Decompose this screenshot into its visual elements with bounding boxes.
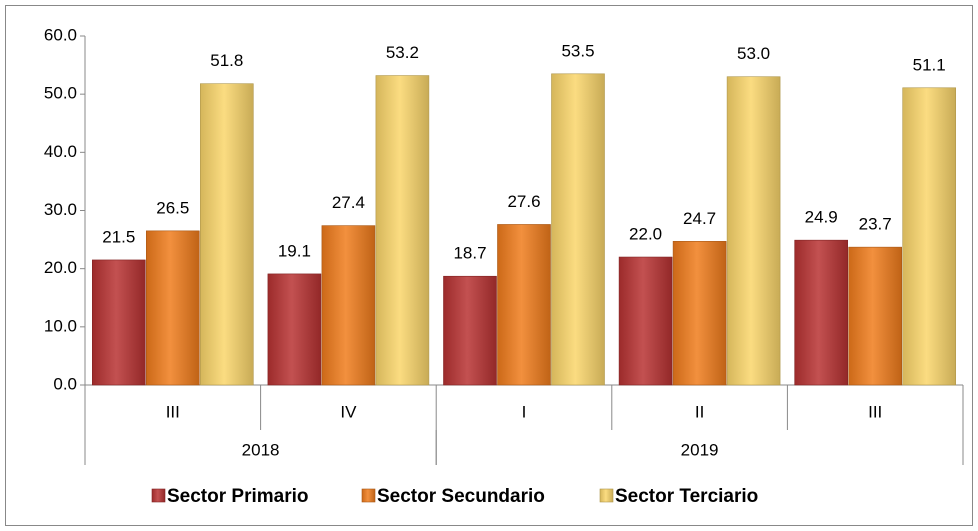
data-label: 19.1 bbox=[278, 241, 311, 260]
bar bbox=[902, 87, 957, 386]
legend-label: Sector Terciario bbox=[615, 486, 758, 507]
y-tick-label: 40.0 bbox=[44, 142, 77, 161]
x-tick-label: III bbox=[868, 402, 882, 421]
bar bbox=[618, 256, 673, 386]
data-label: 53.2 bbox=[386, 43, 419, 62]
y-tick-label: 30.0 bbox=[44, 200, 77, 219]
bar bbox=[848, 246, 903, 386]
x-tick-label: III bbox=[166, 402, 180, 421]
bar bbox=[92, 259, 146, 386]
bar bbox=[375, 75, 430, 386]
data-label: 24.9 bbox=[805, 208, 838, 227]
data-label: 24.7 bbox=[683, 209, 716, 228]
y-tick-label: 50.0 bbox=[44, 84, 77, 103]
data-label: 18.7 bbox=[453, 244, 486, 263]
bar bbox=[443, 275, 497, 386]
legend-label: Sector Secundario bbox=[377, 486, 545, 507]
group-label: 2018 bbox=[242, 440, 280, 459]
y-tick-label: 60.0 bbox=[44, 25, 77, 44]
bar bbox=[200, 83, 254, 386]
y-tick-label: 0.0 bbox=[53, 374, 77, 393]
data-label: 51.8 bbox=[210, 51, 243, 70]
bar bbox=[146, 230, 200, 386]
legend-swatch bbox=[599, 488, 614, 503]
data-label: 26.5 bbox=[156, 198, 189, 217]
data-label: 27.6 bbox=[507, 192, 540, 211]
legend-swatch bbox=[361, 488, 376, 503]
y-tick-label: 20.0 bbox=[44, 258, 77, 277]
data-label: 51.1 bbox=[913, 55, 946, 74]
legend-label: Sector Primario bbox=[167, 486, 309, 507]
x-tick-label: II bbox=[695, 402, 704, 421]
x-tick-label: I bbox=[522, 402, 527, 421]
legend-swatch bbox=[151, 488, 166, 503]
data-label: 53.0 bbox=[737, 44, 770, 63]
y-tick-label: 10.0 bbox=[44, 316, 77, 335]
data-label: 22.0 bbox=[629, 225, 662, 244]
bar bbox=[551, 73, 605, 386]
group-label: 2019 bbox=[681, 440, 719, 459]
bar bbox=[497, 224, 551, 386]
data-label: 21.5 bbox=[102, 227, 135, 246]
bar bbox=[794, 239, 849, 386]
bar bbox=[672, 241, 727, 386]
data-label: 27.4 bbox=[332, 193, 365, 212]
bar bbox=[267, 273, 322, 386]
data-label: 23.7 bbox=[859, 215, 892, 234]
bar bbox=[726, 76, 781, 386]
data-label: 53.5 bbox=[561, 41, 594, 60]
x-tick-label: IV bbox=[340, 402, 357, 421]
bar bbox=[321, 225, 376, 386]
